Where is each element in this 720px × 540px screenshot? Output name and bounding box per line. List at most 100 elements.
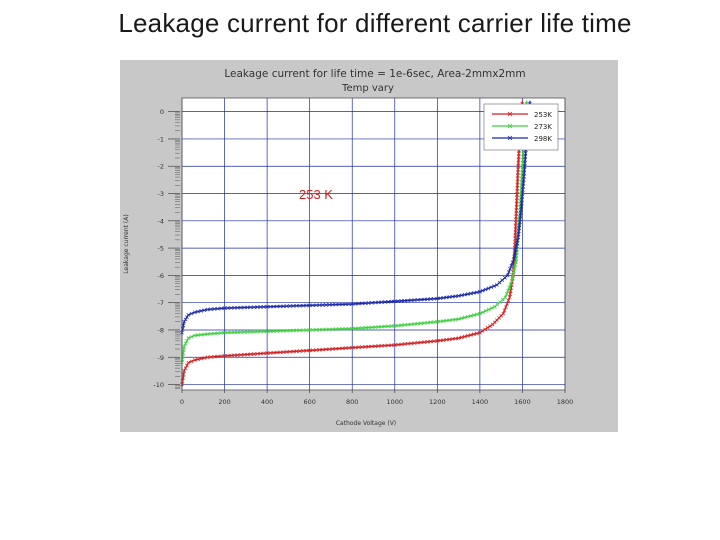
data-point xyxy=(501,311,506,316)
data-point xyxy=(383,343,387,348)
data-point xyxy=(327,327,332,332)
data-point xyxy=(265,329,269,334)
data-point xyxy=(415,340,420,345)
data-point xyxy=(265,304,269,309)
data-point xyxy=(444,337,449,342)
data-point xyxy=(438,338,443,343)
data-point xyxy=(356,301,361,306)
data-point xyxy=(376,325,381,329)
y-tick-label: -9 xyxy=(158,354,164,362)
data-point xyxy=(189,359,194,364)
y-tick-label: 0 xyxy=(160,108,164,116)
data-point xyxy=(514,214,518,219)
data-point xyxy=(373,325,377,329)
data-point xyxy=(189,311,194,316)
data-point xyxy=(239,330,243,335)
data-point xyxy=(432,296,436,301)
data-point xyxy=(402,342,407,346)
data-point xyxy=(515,189,519,194)
data-point xyxy=(196,333,200,337)
data-point xyxy=(182,344,186,349)
data-point xyxy=(515,183,520,187)
data-point xyxy=(258,329,263,334)
data-point xyxy=(212,331,217,336)
data-point xyxy=(512,266,517,270)
data-point xyxy=(513,247,518,252)
data-point xyxy=(373,344,377,349)
data-point xyxy=(399,299,404,303)
legend-marker xyxy=(507,111,513,117)
data-point xyxy=(314,303,319,308)
data-point xyxy=(235,330,240,335)
data-point xyxy=(347,302,351,306)
legend-label-298K: 298K xyxy=(534,135,552,143)
data-point xyxy=(185,315,189,320)
data-point xyxy=(389,343,394,348)
data-point xyxy=(334,327,338,331)
data-point xyxy=(438,296,443,301)
data-point xyxy=(334,346,338,351)
data-point xyxy=(465,292,470,296)
y-tick-label: -7 xyxy=(158,299,164,307)
data-point xyxy=(508,266,512,271)
data-point xyxy=(386,324,391,329)
chart-title: Leakage current for life time = 1e-6sec,… xyxy=(224,68,525,80)
data-point xyxy=(360,301,364,306)
data-point xyxy=(261,305,266,309)
data-point xyxy=(459,293,464,298)
data-point xyxy=(379,300,384,304)
data-point xyxy=(261,329,266,334)
data-point xyxy=(215,331,220,336)
data-point xyxy=(513,221,518,225)
data-point xyxy=(444,295,449,300)
data-point xyxy=(514,259,518,264)
data-point xyxy=(465,333,470,338)
data-point xyxy=(468,314,473,318)
data-point xyxy=(512,269,516,274)
data-point xyxy=(505,301,509,306)
data-point xyxy=(453,294,458,299)
y-tick-label: -10 xyxy=(153,381,164,389)
data-point xyxy=(509,263,514,268)
data-point xyxy=(219,306,223,311)
data-point xyxy=(478,330,482,335)
data-point xyxy=(284,350,289,354)
data-point xyxy=(489,306,494,310)
data-point xyxy=(356,345,361,350)
data-point xyxy=(245,330,250,334)
data-point xyxy=(462,315,467,320)
y-axis-label: Leakage current (A) xyxy=(123,214,130,273)
data-point xyxy=(261,351,266,356)
data-point xyxy=(268,351,273,355)
data-point xyxy=(506,288,510,293)
data-point xyxy=(422,297,427,302)
data-point xyxy=(317,327,322,332)
data-point xyxy=(512,257,516,261)
data-point xyxy=(180,379,185,383)
data-point xyxy=(202,356,207,360)
data-point xyxy=(419,297,423,302)
data-point xyxy=(520,194,525,199)
data-point xyxy=(202,332,207,337)
data-point xyxy=(192,358,197,362)
legend-marker xyxy=(507,123,513,129)
data-point xyxy=(488,324,492,328)
data-point xyxy=(438,319,443,324)
data-point xyxy=(181,347,186,352)
data-point xyxy=(268,329,273,334)
data-point xyxy=(428,297,433,301)
data-point xyxy=(419,321,423,326)
data-point xyxy=(248,352,253,357)
data-point xyxy=(376,344,381,348)
data-point xyxy=(199,309,203,313)
data-point xyxy=(183,341,188,346)
data-point xyxy=(196,309,200,314)
y-tick-label: -6 xyxy=(158,272,164,280)
data-point xyxy=(506,270,511,274)
data-point xyxy=(465,314,470,319)
data-point xyxy=(205,332,210,336)
data-point xyxy=(363,325,368,330)
data-point xyxy=(471,313,476,317)
data-point xyxy=(483,287,488,292)
data-point xyxy=(515,180,520,184)
